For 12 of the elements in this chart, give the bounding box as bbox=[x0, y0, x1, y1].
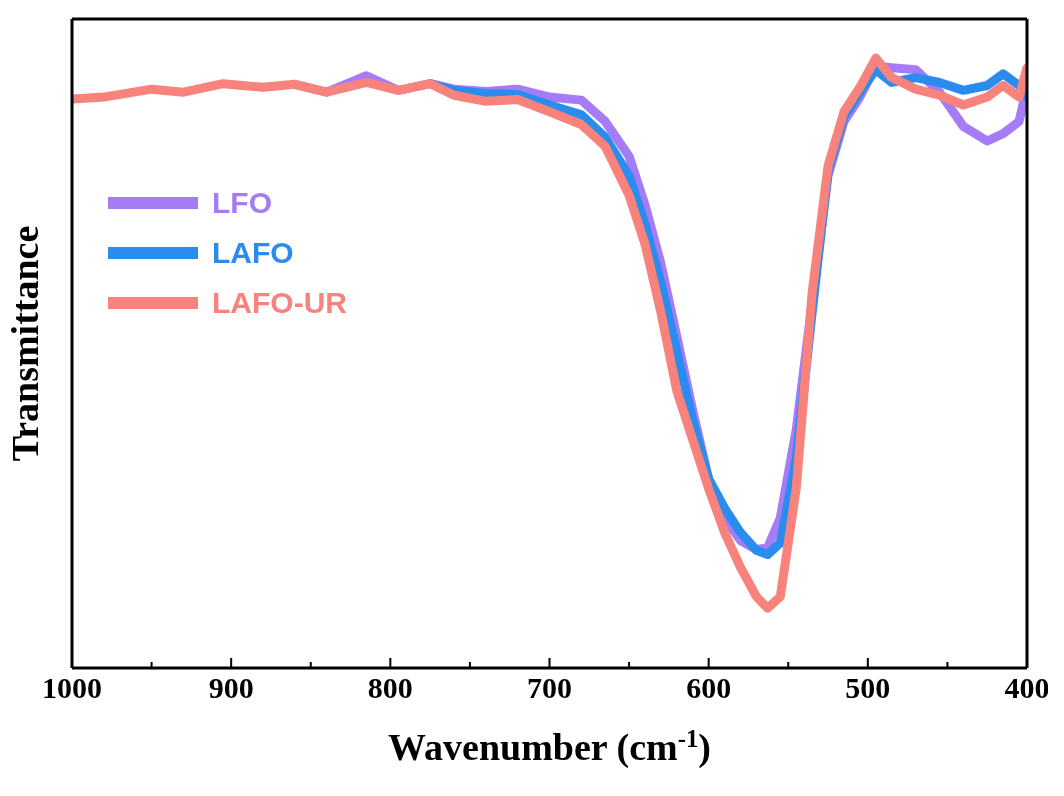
x-tick-label: 500 bbox=[845, 671, 891, 704]
y-axis-title: Transmittance bbox=[4, 225, 46, 462]
legend-label: LAFO bbox=[212, 236, 294, 270]
x-tick-label: 700 bbox=[527, 671, 572, 704]
legend-label: LFO bbox=[212, 186, 272, 220]
x-tick-label: 1000 bbox=[42, 671, 102, 704]
x-tick-label: 800 bbox=[367, 671, 413, 704]
x-tick-label: 600 bbox=[686, 671, 732, 704]
legend-label: LAFO-UR bbox=[212, 286, 347, 320]
x-tick-label: 400 bbox=[1004, 671, 1050, 704]
x-tick-label: 900 bbox=[208, 671, 254, 704]
x-axis-title: Wavenumber (cm$^{-1}$) bbox=[388, 724, 711, 769]
